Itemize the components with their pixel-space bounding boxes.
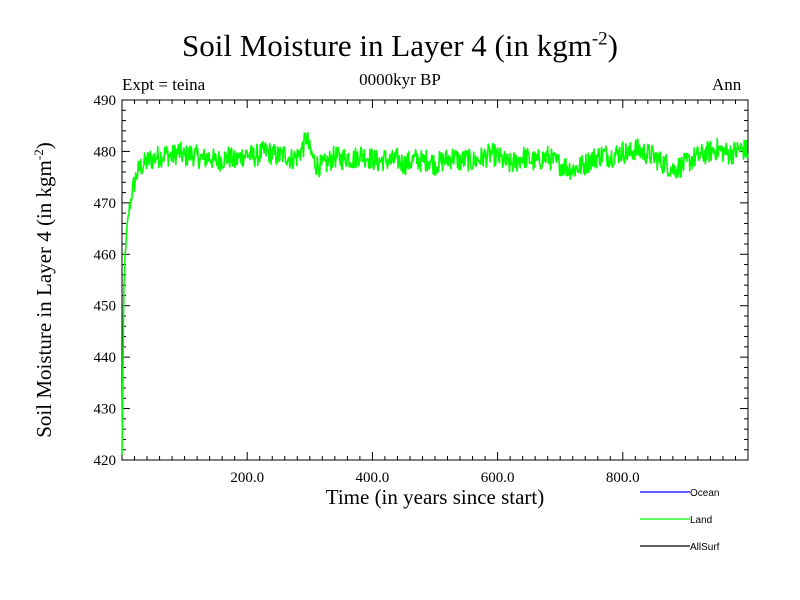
legend-label-allsurf: AllSurf: [690, 542, 720, 553]
chart-title: Soil Moisture in Layer 4 (in kgm-2): [182, 28, 618, 63]
y-tick-label: 470: [94, 196, 117, 212]
x-tick-label: 800.0: [606, 470, 640, 486]
experiment-label: Expt = teina: [122, 75, 206, 94]
y-axis-label-superscript: -2: [31, 149, 46, 161]
legend-label-ocean: Ocean: [690, 488, 719, 499]
y-tick-label: 460: [94, 247, 117, 263]
y-tick-label: 490: [94, 93, 117, 109]
y-tick-label: 420: [94, 453, 117, 469]
y-tick-label: 430: [94, 402, 117, 418]
y-axis-label: Soil Moisture in Layer 4 (in kgm-2): [31, 142, 56, 438]
y-tick-label: 480: [94, 144, 117, 160]
chart-title-superscript: -2: [591, 28, 608, 50]
x-tick-label: 600.0: [481, 470, 515, 486]
legend-label-land: Land: [690, 515, 712, 526]
y-tick-label: 440: [94, 350, 117, 366]
season-label: Ann: [712, 75, 742, 94]
y-tick-label: 450: [94, 299, 117, 315]
x-axis-label: Time (in years since start): [325, 485, 545, 509]
x-tick-label: 200.0: [230, 470, 264, 486]
x-tick-label: 400.0: [356, 470, 390, 486]
series-line-land: [121, 131, 749, 455]
period-label: 0000kyr BP: [359, 70, 441, 89]
